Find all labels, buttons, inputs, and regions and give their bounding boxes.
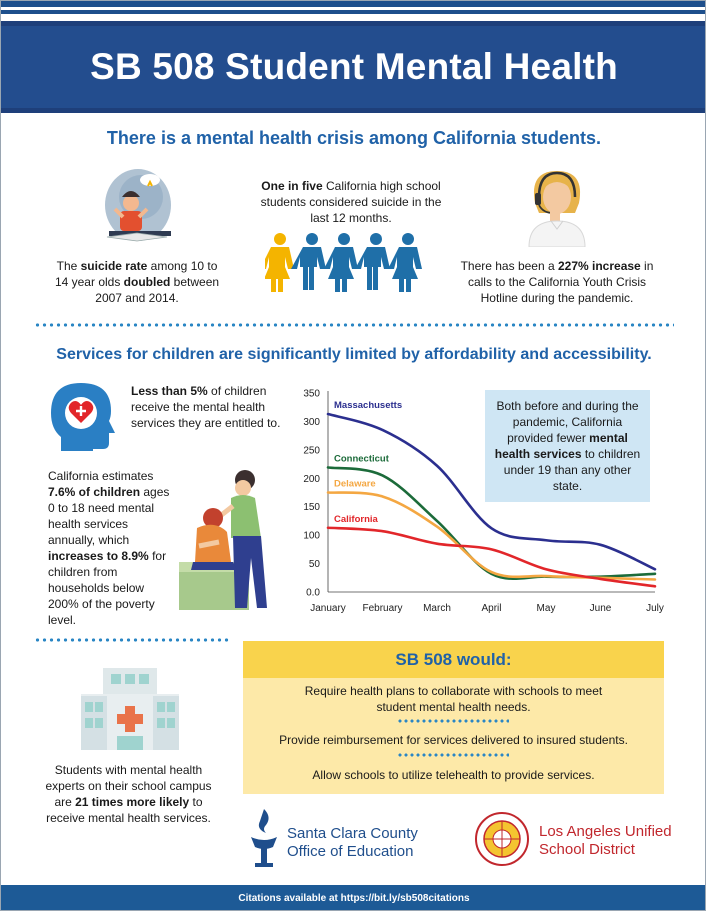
five-students-icon	[265, 233, 422, 292]
x-tick-label: June	[590, 603, 612, 614]
y-tick-label: 50	[309, 559, 321, 570]
santa-clara-torch-logo	[251, 809, 277, 867]
y-tick-label: 350	[303, 389, 320, 400]
series-label-massachusetts: Massachusetts	[334, 400, 402, 411]
citations-text: Citations available at https://bit.ly/sb…	[238, 893, 470, 904]
services-heading: Services for children are significantly …	[56, 346, 652, 363]
series-label-california: California	[334, 514, 379, 525]
one-in-five-text: One in five California high school stude…	[260, 179, 442, 225]
item-divider	[397, 753, 509, 757]
suicide-rate-text: The suicide rate among 10 to 14 year old…	[54, 259, 220, 305]
y-tick-label: 100	[303, 531, 320, 542]
series-line-delaware	[326, 491, 657, 581]
santa-clara-logo-text: Santa Clara County Office of Education	[287, 825, 418, 860]
hospital-icon	[81, 668, 179, 750]
chart-callout: Both before and during the pandemic, Cal…	[485, 390, 650, 502]
section-divider	[34, 638, 230, 642]
header-stripe	[1, 10, 705, 14]
lausd-logo-text: Los Angeles Unified School District	[539, 823, 672, 858]
x-tick-label: April	[481, 603, 501, 614]
services-line-chart: 0.0 50 100 150 200 250 300 350 January February Ma…	[303, 389, 664, 615]
series-label-delaware: Delaware	[334, 479, 376, 490]
x-tick-label: March	[423, 603, 451, 614]
footer: Citations available at https://bit.ly/sb…	[1, 885, 705, 910]
x-tick-label: January	[310, 603, 346, 614]
header: SB 508 Student Mental Health	[1, 26, 705, 108]
person-icon-highlighted	[265, 233, 294, 292]
list-item: Require health plans to collaborate with…	[304, 684, 603, 714]
hotline-text: There has been a 227% increase in calls …	[460, 259, 654, 305]
series-line-california	[326, 526, 657, 588]
experts-text: Students with mental health experts on t…	[45, 763, 212, 825]
section-divider	[34, 323, 674, 327]
series-label-connecticut: Connecticut	[334, 453, 390, 464]
sb508-would-list: Require health plans to collaborate with…	[243, 678, 664, 794]
stressed-student-icon	[105, 169, 171, 242]
y-tick-label: 300	[303, 417, 320, 428]
comforting-friends-illustration	[179, 470, 267, 610]
header-stripe	[1, 1, 705, 7]
x-tick-label: February	[362, 603, 402, 614]
list-item: Provide reimbursement for services deliv…	[279, 733, 628, 747]
y-tick-label: 150	[303, 502, 320, 513]
hotline-operator-icon	[528, 171, 586, 247]
citations-link[interactable]: https://bit.ly/sb508citations	[340, 893, 470, 904]
less-than-five-text: Less than 5% of children receive the men…	[131, 384, 281, 430]
y-tick-label: 250	[303, 445, 320, 456]
page-title: SB 508 Student Mental Health	[90, 46, 618, 87]
x-tick-label: May	[537, 603, 556, 614]
item-divider	[397, 719, 509, 723]
y-tick-label: 0.0	[306, 588, 320, 599]
head-heart-icon	[51, 383, 115, 451]
sb508-would-header: SB 508 would:	[243, 641, 664, 678]
estimate-text: California estimates 7.6% of children ag…	[48, 469, 170, 627]
crisis-heading: There is a mental health crisis among Ca…	[106, 128, 602, 148]
lausd-seal-logo	[475, 812, 529, 866]
series-line-massachusetts	[326, 412, 657, 571]
list-item: Allow schools to utilize telehealth to p…	[312, 768, 595, 782]
y-tick-label: 200	[303, 474, 320, 485]
x-tick-label: July	[646, 603, 664, 614]
